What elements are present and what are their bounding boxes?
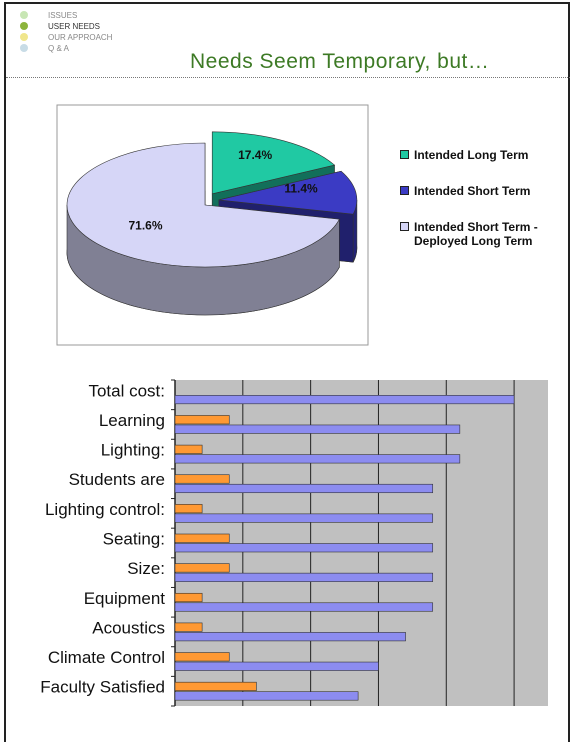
- bar: [174, 592, 203, 603]
- divider: [6, 77, 570, 78]
- data-label: 71.6%: [128, 218, 162, 232]
- y-tick-label: Acoustics: [92, 618, 165, 637]
- bar: [174, 474, 230, 484]
- bar: [174, 533, 230, 543]
- nav-label[interactable]: OUR APPROACH: [48, 33, 113, 42]
- legend-swatch: [400, 186, 409, 195]
- legend-item: Intended Long Term: [400, 148, 565, 162]
- bar: [174, 563, 230, 573]
- y-tick-label: Students are: [69, 470, 165, 489]
- data-label: 17.4%: [238, 148, 272, 162]
- nav-item[interactable]: ISSUES: [20, 10, 112, 21]
- bar: [174, 691, 359, 701]
- bar: [174, 622, 203, 632]
- slide-frame: [4, 2, 570, 742]
- y-tick-label: Lighting control:: [45, 500, 165, 519]
- y-tick-label: Lighting:: [101, 441, 165, 460]
- bar: [174, 483, 434, 494]
- bar: [174, 395, 515, 405]
- y-tick-label: Seating:: [103, 529, 165, 548]
- slide-title: Needs Seem Temporary, but…: [190, 50, 490, 73]
- pie-slice: [218, 170, 358, 215]
- bar: [174, 504, 203, 514]
- y-tick-label: Learning: [99, 411, 165, 430]
- y-tick-label: Equipment: [84, 589, 166, 608]
- legend-swatch: [400, 222, 409, 231]
- bar: [174, 602, 434, 612]
- legend-label: Intended Short Term: [414, 184, 531, 198]
- plot-area: [175, 380, 548, 706]
- bar: [174, 424, 461, 434]
- bar: [174, 681, 257, 691]
- nav-item[interactable]: USER NEEDS: [20, 21, 112, 32]
- nav-item[interactable]: Q & A: [20, 43, 112, 54]
- bar: [174, 572, 434, 582]
- nav-label[interactable]: ISSUES: [48, 11, 78, 20]
- bar: [174, 454, 461, 464]
- y-tick-label: Climate Control: [48, 648, 165, 667]
- bar: [174, 543, 434, 553]
- nav-label[interactable]: USER NEEDS: [48, 22, 101, 31]
- y-tick-label: Total cost:: [88, 381, 165, 400]
- legend-item: Intended Short Term - Deployed Long Term: [400, 220, 565, 248]
- bar: [174, 444, 203, 454]
- bar: [174, 513, 434, 523]
- bar: [174, 632, 406, 642]
- legend: Intended Long Term Intended Short Term Int…: [400, 148, 565, 270]
- bar: [174, 661, 379, 671]
- y-tick-label: Size:: [127, 559, 165, 578]
- legend-item: Intended Short Term: [400, 184, 565, 198]
- legend-label: Intended Short Term - Deployed Long Term: [414, 220, 538, 248]
- legend-label: Intended Long Term: [414, 148, 529, 162]
- nav-label[interactable]: Q & A: [48, 44, 69, 53]
- bar: [174, 652, 230, 662]
- bar: [174, 415, 230, 425]
- data-label: 11.4%: [284, 181, 318, 195]
- legend-swatch: [400, 150, 409, 159]
- pie-slice: [66, 142, 340, 268]
- y-tick-label: Faculty Satisfied: [40, 678, 165, 697]
- pie-slice: [211, 131, 336, 195]
- nav: ISSUES USER NEEDS OUR APPROACH Q & A: [20, 10, 112, 54]
- nav-item[interactable]: OUR APPROACH: [20, 32, 112, 43]
